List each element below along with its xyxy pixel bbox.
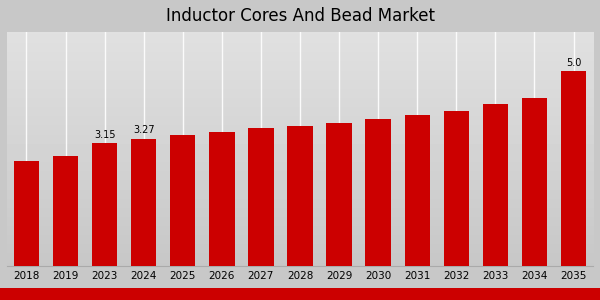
Bar (404, 115, 430, 266)
Bar (443, 111, 469, 266)
Title: Inductor Cores And Bead Market: Inductor Cores And Bead Market (166, 7, 434, 25)
Bar (53, 156, 78, 266)
Bar (131, 139, 157, 266)
Text: 3.15: 3.15 (94, 130, 115, 140)
Bar (170, 136, 196, 266)
Bar (92, 143, 118, 266)
Text: 3.27: 3.27 (133, 125, 155, 136)
Bar (365, 119, 391, 266)
Bar (522, 98, 547, 266)
Bar (561, 71, 586, 266)
Bar (326, 123, 352, 266)
Bar (14, 161, 39, 266)
Bar (482, 104, 508, 266)
Bar (209, 132, 235, 266)
Text: 5.0: 5.0 (566, 58, 581, 68)
Bar (248, 128, 274, 266)
Bar (287, 126, 313, 266)
